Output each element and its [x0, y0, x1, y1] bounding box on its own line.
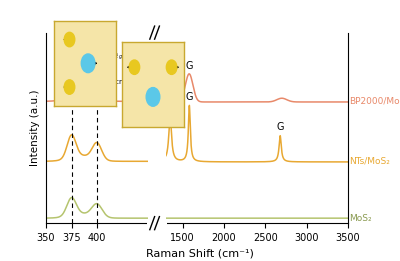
Text: Raman Shift (cm⁻¹): Raman Shift (cm⁻¹) — [146, 248, 254, 258]
Y-axis label: Intensity (a.u.): Intensity (a.u.) — [30, 90, 40, 166]
Text: MoS₂: MoS₂ — [349, 214, 372, 223]
Text: D: D — [166, 103, 174, 113]
Text: 375 cm$^{-1}$ E$^{1}_{2g}$: 375 cm$^{-1}$ E$^{1}_{2g}$ — [72, 49, 123, 63]
Text: D: D — [166, 56, 174, 67]
Text: G: G — [186, 92, 193, 102]
Text: BP2000/MoS₂: BP2000/MoS₂ — [349, 97, 400, 106]
Circle shape — [64, 80, 75, 94]
Circle shape — [129, 60, 140, 74]
Circle shape — [64, 32, 75, 47]
Circle shape — [166, 60, 177, 74]
Circle shape — [146, 88, 160, 106]
Circle shape — [81, 54, 95, 73]
Text: G: G — [186, 61, 193, 71]
Text: 400 cm$^{-1}$ A$_{1g}$: 400 cm$^{-1}$ A$_{1g}$ — [98, 77, 148, 90]
Text: G: G — [276, 122, 284, 132]
Text: NTs/MoS₂: NTs/MoS₂ — [349, 157, 390, 166]
